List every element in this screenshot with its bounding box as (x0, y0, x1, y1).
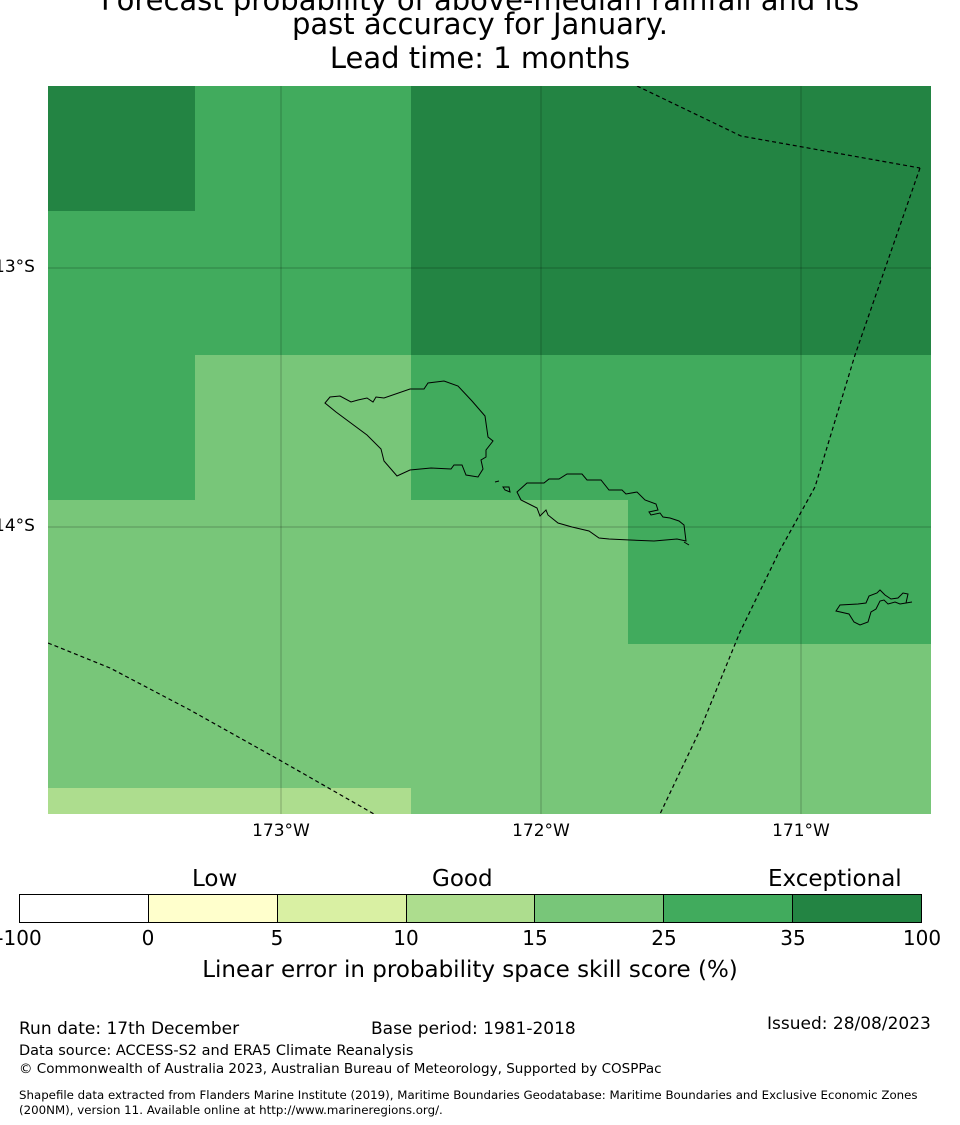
legend-category-good: Good (432, 866, 493, 892)
colorbar-tick-label: 35 (780, 926, 806, 950)
colorbar-segment (664, 895, 794, 922)
colorbar-segment (406, 895, 536, 922)
colorbar-tick-label: 5 (270, 926, 284, 950)
island-tutuila (835, 589, 913, 626)
skill-grid (48, 86, 931, 814)
colorbar-segment (535, 895, 665, 922)
skill-cell (411, 355, 931, 500)
lon-label-171w: 171°W (772, 821, 830, 841)
lat-label-13s: 13°S (0, 257, 35, 277)
colorbar-segment (793, 895, 922, 922)
data-source: Data source: ACCESS-S2 and ERA5 Climate … (19, 1043, 414, 1059)
issued-date: Issued: 28/08/2023 (767, 1014, 931, 1034)
colorbar-title: Linear error in probability space skill … (202, 957, 738, 983)
lat-label-14s: 14°S (0, 516, 35, 536)
legend-category-low: Low (192, 866, 238, 892)
eez-boundaries (48, 86, 921, 814)
shapefile-credit-line-2: (200NM), version 11. Available online at… (19, 1103, 443, 1117)
colorbar-tick-label: 15 (522, 926, 548, 950)
island-upolu (516, 473, 687, 542)
colorbar-tick-label: 10 (393, 926, 419, 950)
island-savaii (324, 380, 494, 478)
islet-apolima (494, 480, 500, 483)
colorbar-tick-label: 25 (651, 926, 677, 950)
map-title-line-3: Lead time: 1 months (329, 41, 631, 75)
map-title-line-1: Forecast probability of above-median rai… (100, 0, 860, 17)
shapefile-credit-line-1: Shapefile data extracted from Flanders M… (19, 1088, 918, 1102)
run-date: Run date: 17th December (19, 1019, 240, 1039)
skill-cell (48, 788, 411, 814)
skill-cell (411, 86, 931, 355)
islet-manono (502, 486, 511, 493)
eez-boundary-north (636, 86, 921, 169)
colorbar-tick-label: -100 (0, 926, 42, 950)
copyright-notice: © Commonwealth of Australia 2023, Austra… (19, 1061, 662, 1077)
skill-cell (628, 500, 931, 644)
colorbar (19, 894, 922, 923)
eez-boundary-southwest (48, 642, 375, 814)
colorbar-tick-label: 100 (902, 926, 942, 950)
map-title-line-2: past accuracy for January. (291, 7, 669, 41)
skill-cell (48, 86, 195, 211)
islet-nuutele (683, 541, 690, 546)
colorbar-segment (277, 895, 407, 922)
colorbar-segment (148, 895, 278, 922)
colorbar-tick-label: 0 (141, 926, 155, 950)
colorbar-segment (20, 895, 149, 922)
coastlines (324, 380, 913, 626)
skill-cell (48, 355, 195, 500)
graticule (48, 86, 931, 814)
legend-category-exceptional: Exceptional (768, 866, 902, 892)
skill-map (48, 86, 931, 814)
base-period: Base period: 1981-2018 (371, 1019, 576, 1039)
lon-label-172w: 172°W (512, 821, 570, 841)
lon-label-173w: 173°W (252, 821, 310, 841)
eez-boundary-east (659, 167, 921, 814)
